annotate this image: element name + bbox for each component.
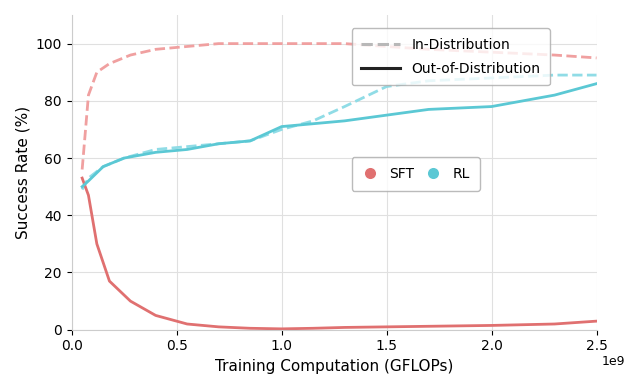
X-axis label: Training Computation (GFLOPs): Training Computation (GFLOPs)	[215, 359, 453, 374]
Legend: SFT, RL: SFT, RL	[351, 157, 480, 191]
Text: 1e9: 1e9	[602, 355, 625, 368]
Y-axis label: Success Rate (%): Success Rate (%)	[15, 106, 30, 239]
